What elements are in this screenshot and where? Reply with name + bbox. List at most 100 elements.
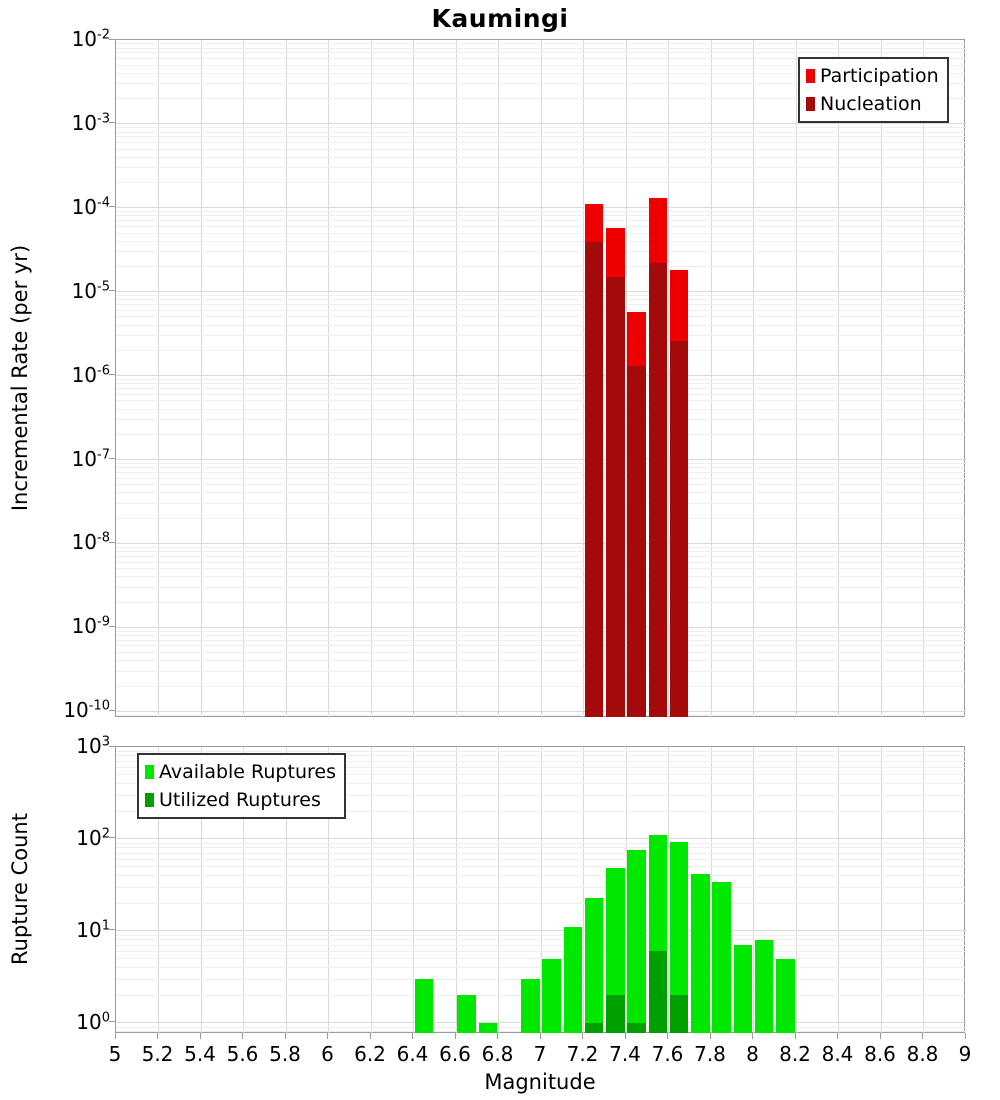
gridline-vertical [838,747,839,1034]
gridline-minor [116,902,966,904]
gridline-minor [116,842,966,844]
tick-mark [109,206,115,208]
gridline-minor [116,127,966,129]
y-tick-label: 10-6 [71,362,110,387]
gridline-minor [116,388,966,390]
x-tick-label: 7.8 [694,1042,726,1066]
gridline-minor [116,755,966,757]
gridline-minor [116,477,966,479]
gridline-major [116,542,966,544]
tick-mark [454,1033,456,1039]
gridline-vertical [455,747,457,1034]
gridline-vertical [583,747,584,1034]
gridline-minor [116,240,966,242]
gridline-minor [116,131,966,133]
gridline-minor [116,316,966,318]
gridline-major [116,291,966,293]
x-tick-label: 7 [533,1042,547,1066]
gridline-minor [116,265,966,267]
y-tick-label: 10-3 [71,110,110,135]
y-tick-label: 101 [76,917,110,942]
gridline-vertical [540,747,542,1034]
tick-mark [199,1033,201,1039]
tick-mark [109,38,115,40]
gridline-minor [116,645,966,647]
gridline-minor [116,295,966,297]
gridline-minor [116,660,966,662]
tick-mark [114,1033,116,1039]
gridline-minor [116,492,966,494]
tick-mark [242,1033,243,1039]
tick-mark [412,1033,413,1039]
gridline-minor [116,551,966,553]
y-tick-label: 10-5 [71,278,110,303]
gridline-minor [116,58,966,60]
tick-mark [109,1021,115,1023]
bar-available-ruptures [712,882,731,1033]
available-ruptures-legend-label: Available Ruptures [159,761,336,783]
gridline-minor [116,934,966,936]
gridline-minor [116,142,966,144]
bar-available-ruptures [584,897,604,1033]
x-tick-label: 9 [958,1042,972,1066]
x-tick-label: 6.4 [396,1042,429,1066]
gridline-minor [116,858,966,860]
bar-available-ruptures [754,939,774,1033]
x-tick-label: 6.8 [481,1042,514,1066]
bar-available-ruptures [457,995,476,1033]
gridline-major [116,930,966,932]
gridline-minor [116,156,966,158]
legend-row: Nucleation [806,90,939,118]
gridline-minor [116,211,966,213]
gridline-minor [116,714,966,716]
bar-available-ruptures [542,958,561,1033]
bar-available-ruptures [606,868,625,1033]
gridline-minor [116,1031,966,1033]
gridline-minor [116,484,966,486]
gridline-vertical [328,747,329,1034]
gridline-vertical [710,747,712,1034]
tick-mark [109,837,115,839]
bar-available-ruptures [776,958,795,1033]
gridline-minor [116,304,966,306]
x-tick-label: 6 [321,1042,334,1066]
gridline-minor [116,875,966,877]
chart-title: Kaumingi [431,4,569,33]
tick-mark [109,374,115,376]
gridline-minor [116,685,966,687]
magnitude-axis-label: Magnitude [484,1070,596,1094]
gridline-minor [116,601,966,603]
tick-mark [109,709,115,711]
gridline-vertical [668,747,669,1034]
bar-utilized-ruptures [669,995,689,1033]
bar-available-ruptures [563,927,583,1033]
gridline-minor [116,794,966,796]
x-tick-label: 5.8 [269,1042,301,1066]
gridline-minor [116,568,966,570]
gridline-minor [116,309,966,311]
bar-available-ruptures [478,1022,498,1033]
gridline-minor [116,225,966,227]
bar-nucleation [584,242,604,717]
gridline-minor [116,324,966,326]
gridline-vertical [625,747,627,1034]
legend-row: Available Ruptures [145,758,336,786]
bar-utilized-ruptures [584,1022,604,1033]
gridline-minor [116,433,966,435]
nucleation-legend-label: Nucleation [820,93,922,115]
tick-mark [879,1033,881,1039]
gridline-major [116,207,966,209]
tick-mark [922,1033,923,1039]
x-tick-label: 5.4 [184,1042,216,1066]
y-tick-label: 100 [76,1009,110,1034]
gridline-minor [116,349,966,351]
gridline-minor [116,760,966,762]
gridline-vertical [795,747,797,1034]
x-tick-label: 6.2 [354,1042,386,1066]
tick-mark [794,1033,796,1039]
gridline-minor [116,251,966,253]
tick-mark [109,625,115,627]
legend-row: Participation [806,62,939,90]
gridline-minor [116,299,966,301]
tick-mark [109,290,115,292]
